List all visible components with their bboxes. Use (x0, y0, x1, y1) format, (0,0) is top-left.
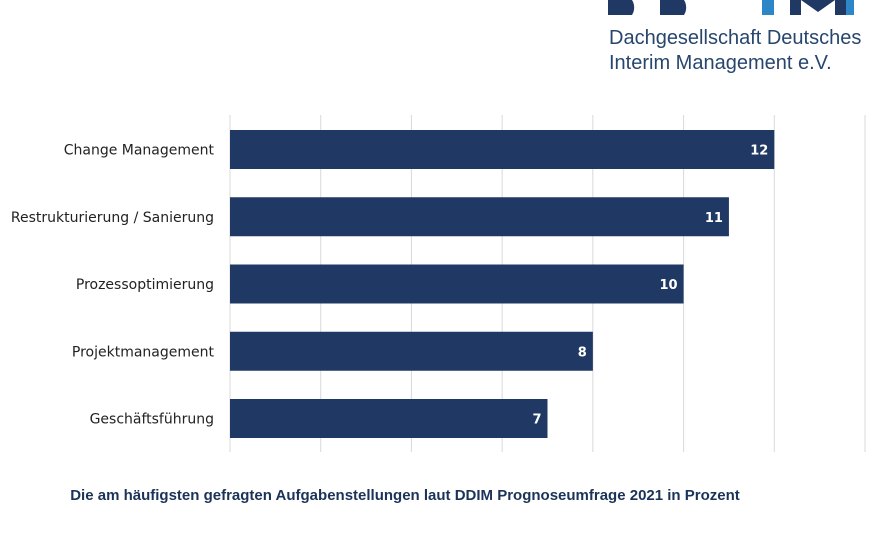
logo-text: Dachgesellschaft Deutsches Interim Manag… (609, 26, 861, 76)
category-label-2: Prozessoptimierung (76, 277, 214, 293)
bar-2 (230, 264, 684, 304)
bar-1 (230, 197, 729, 237)
bar-3 (230, 331, 593, 371)
logo-line-2: Interim Management e.V. (609, 52, 832, 74)
value-label-1: 11 (705, 211, 723, 226)
logo-line-1: Dachgesellschaft Deutsches (609, 27, 862, 49)
value-label-3: 8 (578, 345, 587, 360)
category-label-3: Projektmanagement (72, 344, 215, 360)
ddim-logo-mark (600, 0, 870, 18)
value-label-2: 10 (659, 278, 677, 293)
category-label-0: Change Management (64, 143, 215, 159)
value-label-0: 12 (750, 144, 768, 159)
chart-caption: Die am häufigsten gefragten Aufgabenstel… (70, 487, 740, 504)
value-label-4: 7 (532, 413, 541, 428)
category-label-1: Restrukturierung / Sanierung (11, 210, 214, 226)
bar-chart: Change Management Restrukturierung / Sani… (11, 115, 866, 452)
category-label-4: Geschäftsführung (90, 412, 214, 428)
bar-4 (230, 399, 548, 438)
bar-0 (230, 130, 775, 169)
